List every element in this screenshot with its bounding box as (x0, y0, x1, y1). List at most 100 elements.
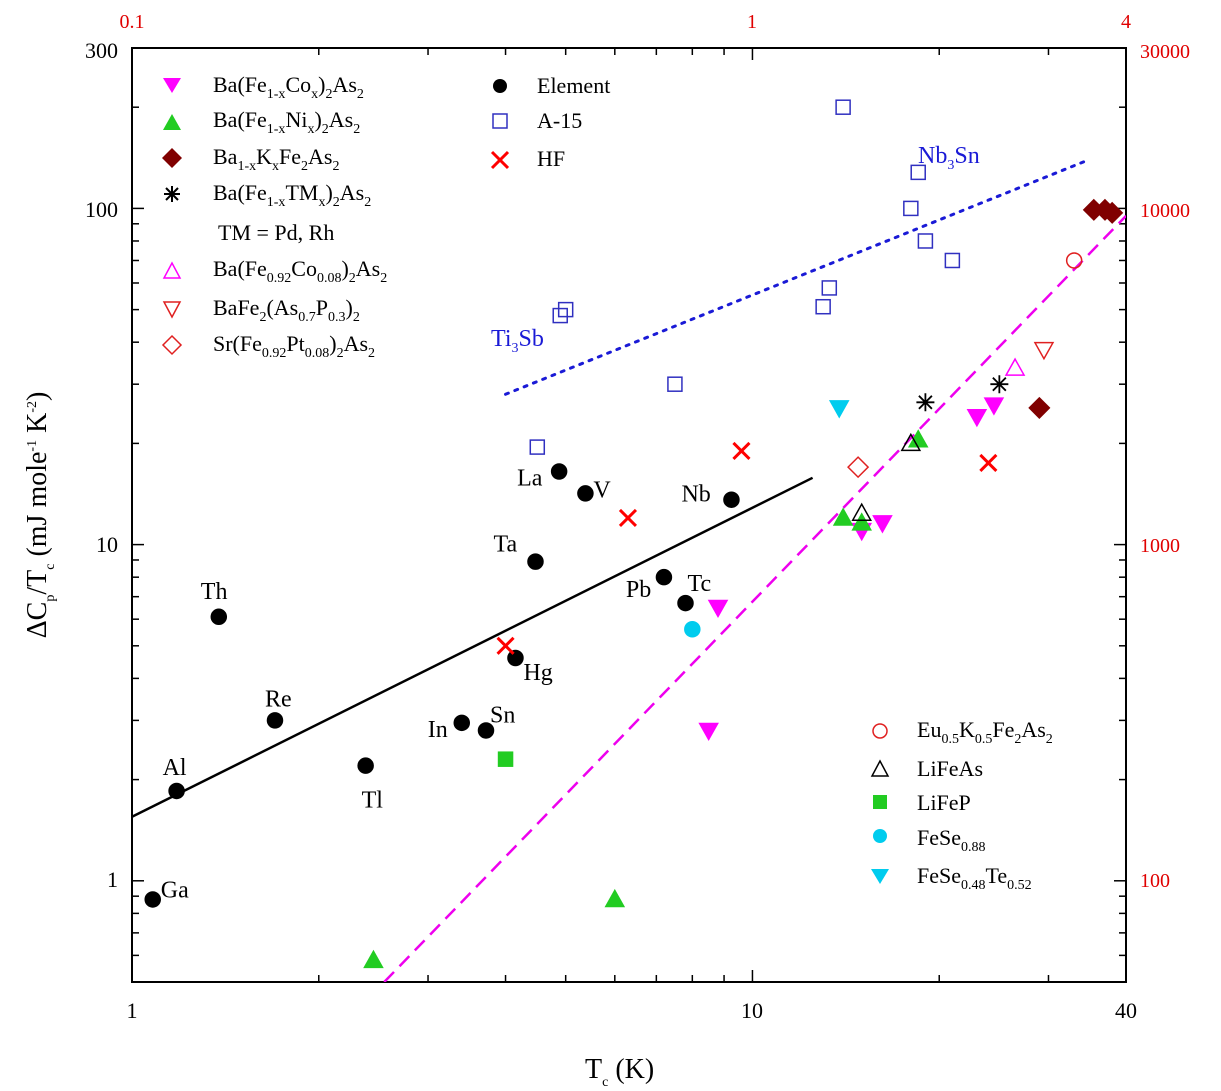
point-element-10 (577, 485, 594, 502)
right-tick-labels: 100 1000 10000 30000 (1140, 41, 1190, 892)
point-label-in: In (428, 717, 448, 743)
svg-text:FeSe0.48Te0.52: FeSe0.48Te0.52 (917, 863, 1032, 893)
legend-marker-triangle-up-black-open (870, 759, 890, 777)
data-points (144, 99, 1124, 969)
legend-marker-triangle-up-magenta-open (162, 261, 182, 279)
legend-marker-circle-red-open (872, 723, 888, 739)
point-element-2 (210, 608, 228, 626)
svg-text:Ba(Fe1-xTMx)2As2: Ba(Fe1-xTMx)2As2 (213, 180, 371, 210)
y-tick-label-300: 300 (85, 38, 118, 63)
point-a-15-8 (910, 164, 926, 181)
legend-label-lifeas: LiFeAs (917, 756, 983, 781)
point-labels: Ga Al Th Re Tl In Sn Hg Ta La V Pb Tc Nb (161, 465, 711, 903)
series-lifep (497, 751, 514, 767)
series-fese0-48te0-52 (828, 400, 850, 419)
point-ba-fe1-xtmx-2as2-tm-pd-rh-1 (990, 375, 1009, 394)
series-ba-fe0-92co0-08-2as2 (1004, 357, 1026, 376)
point-ba1-xkxfe2as2-3 (1101, 201, 1124, 224)
series-ba-fe1-xtmx-2as2-tm-pd-rh (916, 375, 1009, 412)
series-lifeas (851, 432, 922, 521)
svg-text:FeSe0.88: FeSe0.88 (917, 825, 986, 855)
point-label-re: Re (265, 686, 292, 712)
point-lifeas-1 (900, 432, 922, 452)
top-tick-label-1: 1 (747, 11, 757, 33)
fit-line-dashed (383, 215, 1126, 982)
y-axis-title: ΔCp/Tc (mJ mole-1 K-2) (22, 392, 58, 639)
x-tick-label-1: 1 (127, 998, 138, 1023)
point-element-11 (655, 568, 673, 586)
top-tick-label-4: 4 (1121, 11, 1131, 33)
point-label-ga: Ga (161, 877, 189, 903)
point-a-15-0 (529, 439, 546, 455)
point-a-15-6 (835, 99, 851, 115)
line-label-nb3sn: Nb3Sn (918, 143, 980, 173)
series-sr-fe0-92pt0-08-2as2 (847, 456, 870, 479)
point-element-5 (453, 714, 471, 732)
legend-label-hf: HF (537, 146, 565, 171)
point-ba-fe1-xnix-2as2-3 (851, 512, 872, 531)
point-ba-fe1-xcox-2as2-5 (983, 397, 1005, 416)
legend-label-element: Element (537, 73, 610, 98)
point-element-13 (723, 491, 740, 508)
point-hf-1 (618, 508, 638, 528)
point-element-7 (507, 649, 524, 667)
point-a-15-5 (821, 280, 838, 296)
legend-item-bafe2-asp: BaFe2(As0.7P0.3)2 (162, 295, 360, 325)
legend-marker-square-blue-open (492, 113, 508, 129)
plot-frame (131, 47, 1127, 983)
legend-top-center: Element A-15 HF (490, 73, 610, 171)
series-hf (496, 441, 998, 655)
point-label-ta: Ta (493, 532, 517, 558)
point-element-1 (168, 782, 185, 800)
point-ba-fe1-xnix-2as2-1 (604, 888, 626, 908)
legend-tm-note: TM = Pd, Rh (218, 220, 334, 245)
point-lifeas-0 (851, 502, 872, 521)
legend-marker-cross-red (490, 150, 510, 170)
svg-text:Eu0.5K0.5Fe2As2: Eu0.5K0.5Fe2As2 (917, 717, 1053, 747)
legend-top-left: Ba(Fe1-xCox)2As2 Ba(Fe1-xNix)2As2 Ba1-xK… (161, 72, 387, 361)
right-tick-label-10000: 10000 (1140, 200, 1190, 222)
point-label-v: V (593, 477, 611, 503)
point-ba-fe0-92co0-08-2as2-0 (1004, 357, 1026, 376)
legend-marker-diamond-maroon (162, 148, 182, 168)
legend-marker-triangle-up-green (163, 114, 181, 130)
point-a-15-1 (552, 307, 568, 324)
legend-label-a15: A-15 (537, 108, 582, 133)
right-tick-label-1000: 1000 (1140, 535, 1180, 557)
legend-item-ba-fe092: Ba(Fe0.92Co0.08)2As2 (162, 256, 387, 286)
legend-marker-circle-cyan (873, 829, 887, 843)
legend-bottom-right: Eu0.5K0.5Fe2As2 LiFeAs LiFeP FeSe0.88 Fe… (870, 717, 1053, 893)
point-a-15-10 (944, 252, 961, 269)
y-tick-label-1: 1 (107, 867, 118, 892)
fit-lines (132, 157, 1126, 982)
point-label-hg: Hg (523, 660, 552, 686)
point-a-15-2 (557, 301, 574, 318)
point-element-4 (357, 757, 374, 774)
legend-item-ba-fe-ni: Ba(Fe1-xNix)2As2 (163, 107, 360, 137)
top-tick-labels: 0.1 1 4 (120, 11, 1132, 33)
point-ba-fe1-xcox-2as2-1 (698, 722, 719, 741)
point-element-3 (266, 712, 284, 729)
point-label-al: Al (163, 755, 187, 781)
top-tick-label-0.1: 0.1 (120, 11, 145, 33)
point-label-th: Th (201, 579, 228, 605)
legend-marker-triangle-down-red-open (162, 301, 182, 319)
legend-marker-asterisk-black (164, 186, 180, 202)
y-tick-labels: 1 10 100 300 (85, 38, 118, 892)
svg-text:Ba1-xKxFe2As2: Ba1-xKxFe2As2 (213, 144, 339, 174)
svg-text:Sr(Fe0.92Pt0.08)2As2: Sr(Fe0.92Pt0.08)2As2 (213, 331, 375, 361)
y-tick-label-10: 10 (96, 532, 118, 557)
fit-line-solid (132, 476, 814, 818)
legend-marker-triangle-down-magenta (163, 78, 181, 93)
point-ba-fe1-xcox-2as2-4 (966, 409, 988, 428)
point-element-8 (527, 553, 544, 570)
point-element-12 (677, 594, 694, 612)
series-bafe2-as0-7p0-3-2 (1033, 341, 1055, 361)
legend-marker-diamond-red-open (161, 334, 183, 356)
legend-marker-circle-black (493, 79, 507, 93)
legend-item-ba-tm: Ba(Fe1-xTMx)2As2 TM = Pd, Rh (164, 180, 371, 245)
series-fese0-88 (684, 621, 701, 638)
right-tick-label-100: 100 (1140, 870, 1170, 892)
point-label-tc: Tc (688, 571, 712, 597)
